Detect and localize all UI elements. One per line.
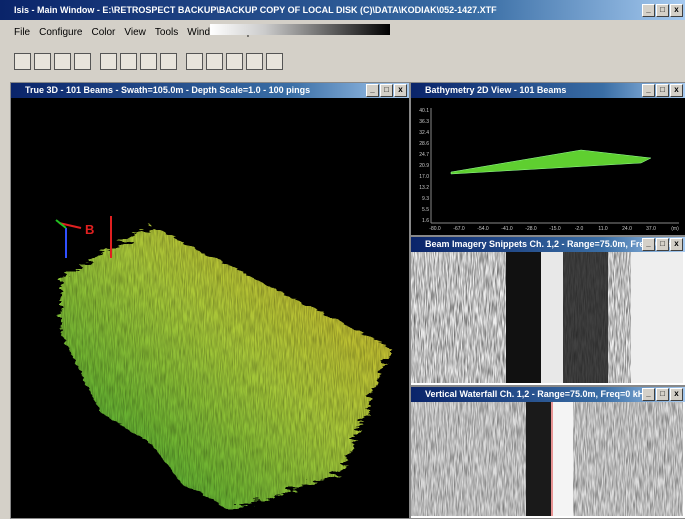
waterfall-image — [411, 402, 683, 516]
window-title-bar: True 3D - 101 Beams - Swath=105.0m - Dep… — [11, 83, 409, 98]
maximize[interactable]: □ — [656, 238, 669, 251]
maximize[interactable]: □ — [380, 84, 393, 97]
menu-item[interactable]: Color — [91, 27, 116, 38]
y-tick-label: 17.0 — [419, 174, 429, 180]
tool-button[interactable] — [186, 53, 203, 70]
axis-label: B — [85, 222, 94, 237]
menu-item[interactable]: Configure — [39, 27, 83, 38]
nadir-band — [526, 402, 551, 516]
tool-button[interactable] — [206, 53, 223, 70]
close[interactable]: x — [670, 84, 683, 97]
bathymetry-plot: 40.1 36.3 32.4 28.6 24.7 20.9 17.0 13.2 9.3 5.5 1.… — [419, 108, 679, 232]
y-tick-label: 1.6 — [422, 218, 429, 224]
tool-button[interactable] — [100, 53, 117, 70]
true-3d-window: True 3D - 101 Beams - Swath=105.0m - Dep… — [10, 82, 410, 519]
main-title: Isis - Main Window - E:\RETROSPECT BACKU… — [14, 5, 497, 15]
y-tick-label: 13.2 — [419, 185, 429, 191]
x-tick-label: 24.0 — [622, 226, 632, 232]
minimize[interactable]: _ — [642, 4, 655, 17]
tool-button[interactable] — [226, 53, 243, 70]
tool-button[interactable] — [246, 53, 263, 70]
main-title-bar: Isis - Main Window - E:\RETROSPECT BACKU… — [0, 0, 685, 20]
tool-button[interactable] — [140, 53, 157, 70]
menu-item[interactable]: Tools — [154, 27, 179, 38]
dark-band — [563, 252, 608, 383]
window-title: Bathymetry 2D View - 101 Beams — [425, 85, 567, 95]
minimize[interactable]: _ — [642, 84, 655, 97]
bathymetry-window: Bathymetry 2D View - 101 Beams _ □ x 40.1 3… — [410, 82, 685, 236]
minimize[interactable]: _ — [642, 388, 655, 401]
window-controls: _ □ x — [642, 84, 683, 97]
profile — [450, 149, 652, 175]
maximize[interactable]: □ — [656, 84, 669, 97]
x-tick-label: -28.0 — [525, 226, 537, 232]
color-scale — [210, 24, 390, 35]
y-tick-label: 5.5 — [422, 207, 429, 213]
nadir-band — [506, 252, 541, 383]
snippets-window: Beam Imagery Snippets Ch. 1,2 - Range=75… — [410, 236, 685, 386]
axis-x — [58, 222, 82, 229]
x-tick-label: (m) — [671, 226, 679, 232]
window-title: Vertical Waterfall Ch. 1,2 - Range=75.0m… — [425, 389, 649, 399]
menu-item[interactable]: File — [14, 27, 31, 38]
window-title-bar: Vertical Waterfall Ch. 1,2 - Range=75.0m… — [411, 387, 685, 402]
3d-view: B — [55, 216, 391, 510]
axis-y — [55, 219, 67, 229]
tool-button[interactable] — [34, 53, 51, 70]
tool-button[interactable] — [266, 53, 283, 70]
window-controls: _ □ x — [642, 4, 683, 17]
menu-item[interactable]: Window — [187, 27, 223, 38]
x-tick-label: 37.0 — [646, 226, 656, 232]
tool-button[interactable] — [120, 53, 137, 70]
y-tick-label: 20.9 — [419, 163, 429, 169]
water-column — [551, 402, 573, 516]
window-controls: _ □ x — [642, 388, 683, 401]
water-column — [541, 252, 563, 383]
waterfall-window: Vertical Waterfall Ch. 1,2 - Range=75.0m… — [410, 386, 685, 519]
window-title-bar: Beam Imagery Snippets Ch. 1,2 - Range=75… — [411, 237, 685, 252]
window-title: Beam Imagery Snippets Ch. 1,2 - Range=75… — [425, 239, 679, 249]
close[interactable]: x — [394, 84, 407, 97]
x-tick-label: 11.0 — [598, 226, 608, 232]
window-controls: _ □ x — [366, 84, 407, 97]
surface-texture — [61, 226, 391, 510]
tool-button[interactable] — [74, 53, 91, 70]
close[interactable]: x — [670, 238, 683, 251]
tool-button[interactable] — [14, 53, 31, 70]
x-tick-label: -15.0 — [549, 226, 561, 232]
y-tick-label: 9.3 — [422, 196, 429, 202]
y-tick-label: 24.7 — [419, 152, 429, 158]
y-tick-label: 36.3 — [419, 119, 429, 125]
y-tick-label: 40.1 — [419, 108, 429, 114]
window-title: True 3D - 101 Beams - Swath=105.0m - Dep… — [25, 85, 311, 95]
y-tick-label: 28.6 — [419, 141, 429, 147]
menu-item[interactable]: View — [124, 27, 146, 38]
x-tick-label: -80.0 — [429, 226, 441, 232]
snippets-image — [411, 252, 683, 383]
tool-button[interactable] — [54, 53, 71, 70]
toolbar — [14, 53, 283, 70]
close[interactable]: x — [670, 388, 683, 401]
y-tick-label: 32.4 — [419, 130, 429, 136]
tool-button[interactable] — [160, 53, 177, 70]
maximize[interactable]: □ — [656, 4, 669, 17]
window-title-bar: Bathymetry 2D View - 101 Beams _ □ x — [411, 83, 685, 98]
maximize[interactable]: □ — [656, 388, 669, 401]
close[interactable]: x — [670, 4, 683, 17]
minimize[interactable]: _ — [642, 238, 655, 251]
x-tick-label: -2.0 — [575, 226, 584, 232]
x-tick-label: -67.0 — [453, 226, 465, 232]
window-controls: _ □ x — [642, 238, 683, 251]
x-tick-label: -41.0 — [501, 226, 513, 232]
minimize[interactable]: _ — [366, 84, 379, 97]
x-tick-label: -54.0 — [477, 226, 489, 232]
